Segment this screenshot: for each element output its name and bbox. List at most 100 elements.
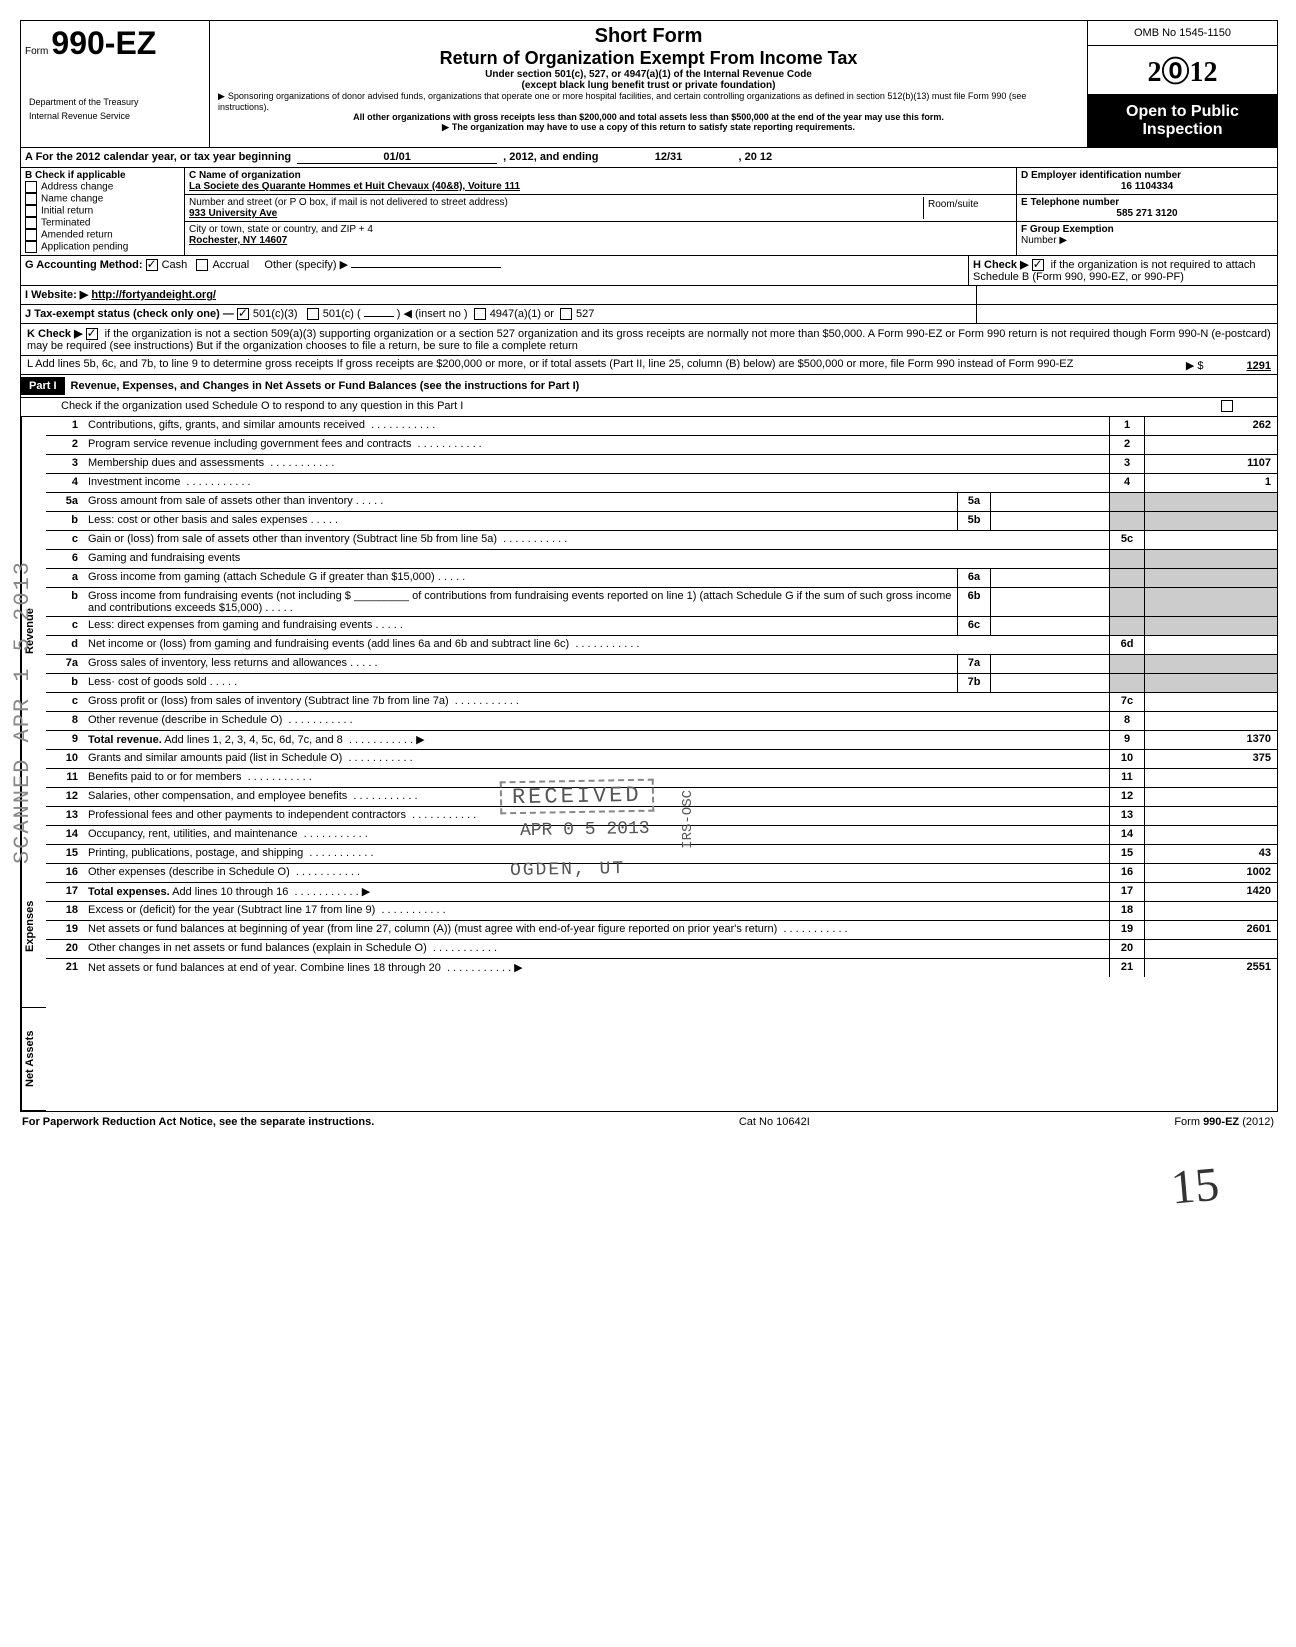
line-8: 8Other revenue (describe in Schedule O) … [46, 712, 1277, 731]
h-label: H Check ▶ [973, 259, 1029, 271]
section-c: C Name of organization La Societe des Qu… [185, 168, 1016, 255]
footer-mid: Cat No 10642I [739, 1116, 810, 1128]
e-label: E Telephone number [1021, 197, 1119, 208]
j-label: J Tax-exempt status (check only one) — [25, 308, 234, 320]
cb-k[interactable] [86, 328, 98, 340]
line-20: 20Other changes in net assets or fund ba… [46, 940, 1277, 959]
line-15: 15Printing, publications, postage, and s… [46, 845, 1277, 864]
line-6b: bGross income from fundraising events (n… [46, 588, 1277, 617]
cb-amended[interactable] [25, 229, 37, 241]
city-label: City or town, state or country, and ZIP … [189, 224, 373, 235]
section-b: B Check if applicable Address change Nam… [21, 168, 185, 255]
check-o-text: Check if the organization used Schedule … [61, 400, 463, 412]
addr-label: Number and street (or P O box, if mail i… [189, 197, 508, 208]
b-title: B Check if applicable [25, 170, 180, 181]
title-under: Under section 501(c), 527, or 4947(a)(1)… [218, 69, 1079, 80]
dept-irs: Internal Revenue Service [25, 109, 205, 123]
header: Form 990-EZ Department of the Treasury I… [21, 21, 1277, 148]
title-main: Short Form [218, 25, 1079, 48]
omb: OMB No 1545-1150 [1087, 21, 1277, 46]
street: 933 University Ave [189, 208, 277, 219]
k-label: K Check ▶ [27, 328, 83, 340]
line-5b: bLess: cost or other basis and sales exp… [46, 512, 1277, 531]
line-7c: cGross profit or (loss) from sales of in… [46, 693, 1277, 712]
line-6d: dNet income or (loss) from gaming and fu… [46, 636, 1277, 655]
l-arrow: ▶ $ [1186, 360, 1204, 372]
ein: 16 1104334 [1021, 181, 1273, 192]
line-19: 19Net assets or fund balances at beginni… [46, 921, 1277, 940]
line-7b: bLess· cost of goods sold . . . . .7b [46, 674, 1277, 693]
row-a-endm: 12/31 [599, 151, 739, 164]
line-14: 14Occupancy, rent, utilities, and mainte… [46, 826, 1277, 845]
line-11: 11Benefits paid to or for members . . . … [46, 769, 1277, 788]
cb-address[interactable] [25, 181, 37, 193]
line-16: 16Other expenses (describe in Schedule O… [46, 864, 1277, 883]
cb-501c[interactable] [307, 308, 319, 320]
line-6a: aGross income from gaming (attach Schedu… [46, 569, 1277, 588]
cb-terminated[interactable] [25, 217, 37, 229]
city: Rochester, NY 14607 [189, 235, 287, 246]
cb-schedule-o[interactable] [1221, 400, 1233, 412]
bcd-block: B Check if applicable Address change Nam… [21, 168, 1277, 256]
cb-4947[interactable] [474, 308, 486, 320]
cb-527[interactable] [560, 308, 572, 320]
line-9: 9Total revenue. Add lines 1, 2, 3, 4, 5c… [46, 731, 1277, 750]
form-number: 990-EZ [51, 25, 156, 61]
vert-expenses: Expenses [21, 845, 46, 1008]
form-number-box: Form 990-EZ Department of the Treasury I… [21, 21, 210, 147]
open-public-2: Inspection [1092, 121, 1273, 139]
year-box: 2⓪12 [1087, 46, 1277, 95]
row-g-h: G Accounting Method: Cash Accrual Other … [21, 256, 1277, 286]
l-text: L Add lines 5b, 6c, and 7b, to line 9 to… [27, 358, 1073, 370]
line-10: 10Grants and similar amounts paid (list … [46, 750, 1277, 769]
part1-label: Part I [21, 377, 65, 395]
row-h: H Check ▶ if the organization is not req… [968, 256, 1277, 285]
part1-header: Part I Revenue, Expenses, and Changes in… [21, 375, 1277, 398]
title-box: Short Form Return of Organization Exempt… [210, 21, 1087, 147]
sponsor-2: All other organizations with gross recei… [218, 112, 1079, 122]
section-def: D Employer identification number 16 1104… [1016, 168, 1277, 255]
vert-netassets: Net Assets [21, 1008, 46, 1111]
room-label: Room/suite [923, 197, 1012, 219]
line-3: 3Membership dues and assessments . . . .… [46, 455, 1277, 474]
title-sub: Return of Organization Exempt From Incom… [218, 48, 1079, 69]
row-a-mid: , 2012, and ending [503, 151, 598, 164]
cb-name[interactable] [25, 193, 37, 205]
footer-left: For Paperwork Reduction Act Notice, see … [22, 1116, 374, 1128]
cb-initial[interactable] [25, 205, 37, 217]
lines-column: 1Contributions, gifts, grants, and simil… [46, 417, 1277, 1111]
form-990ez: Form 990-EZ Department of the Treasury I… [20, 20, 1278, 1112]
cb-h[interactable] [1032, 259, 1044, 271]
f-label: F Group Exemption [1021, 224, 1114, 235]
footer-right: Form 990-EZ (2012) [1174, 1116, 1274, 1128]
line-2: 2Program service revenue including gover… [46, 436, 1277, 455]
g-label: G Accounting Method: [25, 259, 143, 271]
k-text: if the organization is not a section 509… [27, 328, 1271, 352]
phone: 585 271 3120 [1021, 208, 1273, 219]
line-7a: 7aGross sales of inventory, less returns… [46, 655, 1277, 674]
handwritten-mark: 15⃨ [1168, 1154, 1258, 1216]
line-6: 6Gaming and fundraising events [46, 550, 1277, 569]
cb-pending[interactable] [25, 241, 37, 253]
row-a: A For the 2012 calendar year, or tax yea… [21, 148, 1277, 168]
sponsor-3: The organization may have to use a copy … [218, 122, 1079, 133]
row-l: L Add lines 5b, 6c, and 7b, to line 9 to… [21, 355, 1277, 375]
footer: For Paperwork Reduction Act Notice, see … [20, 1112, 1276, 1132]
f-label2: Number ▶ [1021, 235, 1067, 246]
stamp-scanned: SCANNED APR 1 5 2013 [10, 560, 35, 864]
form-prefix: Form [25, 46, 48, 57]
cb-cash[interactable] [146, 259, 158, 271]
c-label: C Name of organization [189, 170, 301, 181]
row-a-begin: 01/01 [297, 151, 497, 164]
line-13: 13Professional fees and other payments t… [46, 807, 1277, 826]
line-4: 4Investment income . . . . . . . . . . .… [46, 474, 1277, 493]
cb-accrual[interactable] [196, 259, 208, 271]
i-label: I Website: ▶ [25, 289, 88, 301]
row-i: I Website: ▶ http://fortyandeight.org/ [21, 286, 1277, 305]
open-public: Open to Public Inspection [1087, 95, 1277, 147]
cb-501c3[interactable] [237, 308, 249, 320]
dept-treasury: Department of the Treasury [25, 95, 205, 109]
org-name: La Societe des Quarante Hommes et Huit C… [189, 181, 520, 192]
line-12: 12Salaries, other compensation, and empl… [46, 788, 1277, 807]
row-j: J Tax-exempt status (check only one) — 5… [21, 305, 1277, 324]
